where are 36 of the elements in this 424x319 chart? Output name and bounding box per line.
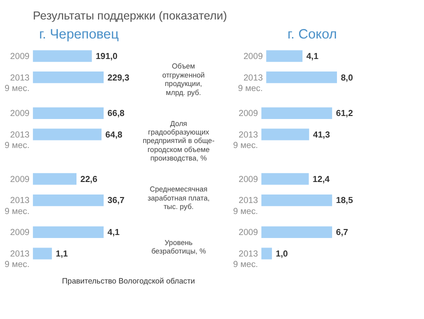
data-label: 64,8 bbox=[105, 129, 123, 140]
data-label: 4,1 bbox=[306, 50, 319, 61]
y-tick-label: 2009 bbox=[10, 108, 30, 118]
y-tick-label: 2013 9 мес. bbox=[4, 248, 30, 270]
data-label: 191,0 bbox=[96, 50, 118, 61]
chart-title: г. Череповец bbox=[39, 26, 119, 42]
y-tick-label: 2013 9 мес. bbox=[4, 129, 30, 150]
y-tick-label: 2013 9 мес. bbox=[233, 129, 258, 150]
data-label: 4,1 bbox=[108, 227, 120, 238]
data-label: 12,4 bbox=[312, 174, 330, 184]
data-label: 1,1 bbox=[56, 248, 68, 258]
data-label: 18,5 bbox=[336, 195, 354, 206]
text: Правительство Вологодской области bbox=[62, 276, 195, 286]
y-tick-label: 2009 bbox=[238, 108, 258, 118]
y-tick-label: 2009 bbox=[243, 50, 263, 61]
data-label: 66,8 bbox=[108, 108, 125, 118]
y-tick-label: 2009 bbox=[10, 174, 30, 184]
y-tick-label: 2009 bbox=[10, 50, 30, 61]
y-tick-label: 2009 bbox=[10, 227, 30, 238]
y-tick-label: 2013 9 мес. bbox=[4, 72, 30, 93]
y-tick-label: 2013 9 мес. bbox=[238, 72, 263, 93]
data-label: 36,7 bbox=[108, 195, 125, 206]
text: Результаты поддержки (показатели) bbox=[32, 9, 228, 22]
y-tick-label: 2009 bbox=[238, 174, 258, 184]
data-label: 41,3 bbox=[312, 129, 330, 140]
y-tick-label: 2013 9 мес. bbox=[233, 248, 258, 270]
y-tick-label: 2013 9 мес. bbox=[4, 195, 30, 216]
chart-title: г. Сокол bbox=[288, 26, 337, 42]
data-label: 22,6 bbox=[80, 174, 98, 184]
y-tick-label: 2009 bbox=[238, 227, 258, 238]
data-label: 1,0 bbox=[276, 248, 288, 258]
data-label: 61,2 bbox=[336, 108, 354, 118]
y-tick-label: 2013 9 мес. bbox=[233, 195, 258, 216]
data-label: 8,0 bbox=[340, 72, 354, 82]
data-label: 6,7 bbox=[336, 227, 348, 238]
data-label: 229,3 bbox=[108, 72, 130, 82]
